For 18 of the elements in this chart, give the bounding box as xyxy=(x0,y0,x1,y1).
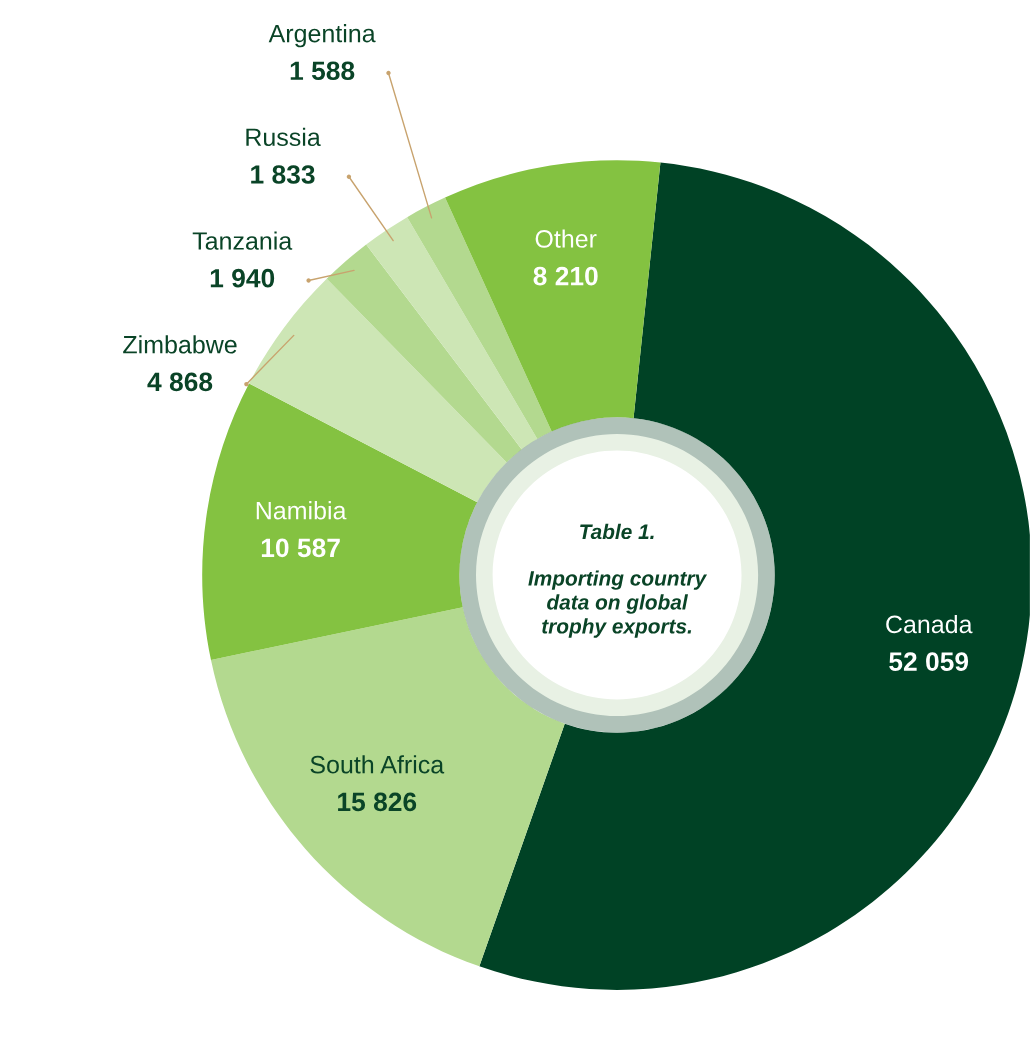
slice-label: Namibia xyxy=(256,501,347,520)
data-label: 1 833 xyxy=(251,165,315,184)
slice-label: Zimbabwe xyxy=(123,335,237,354)
text: Table 1. xyxy=(580,523,654,540)
slice-label: South Africa xyxy=(310,755,445,774)
slice-label: Other xyxy=(535,229,597,248)
data-label: 52 059 xyxy=(889,652,969,671)
slice-label: Russia xyxy=(246,127,321,147)
slice-label: Argentina xyxy=(268,24,376,48)
data-label: 8 210 xyxy=(533,266,598,286)
slice-label: Canada xyxy=(886,614,973,634)
data-label: 4 868 xyxy=(147,372,213,392)
text: Importing country data on global trophy exports. xyxy=(528,570,708,638)
data-label: 10 587 xyxy=(261,538,340,558)
data-label: 1 940 xyxy=(210,268,275,288)
data-label: 1 588 xyxy=(290,61,355,81)
data-label: 15 826 xyxy=(338,792,417,812)
slice-label: Tanzania xyxy=(192,231,293,250)
